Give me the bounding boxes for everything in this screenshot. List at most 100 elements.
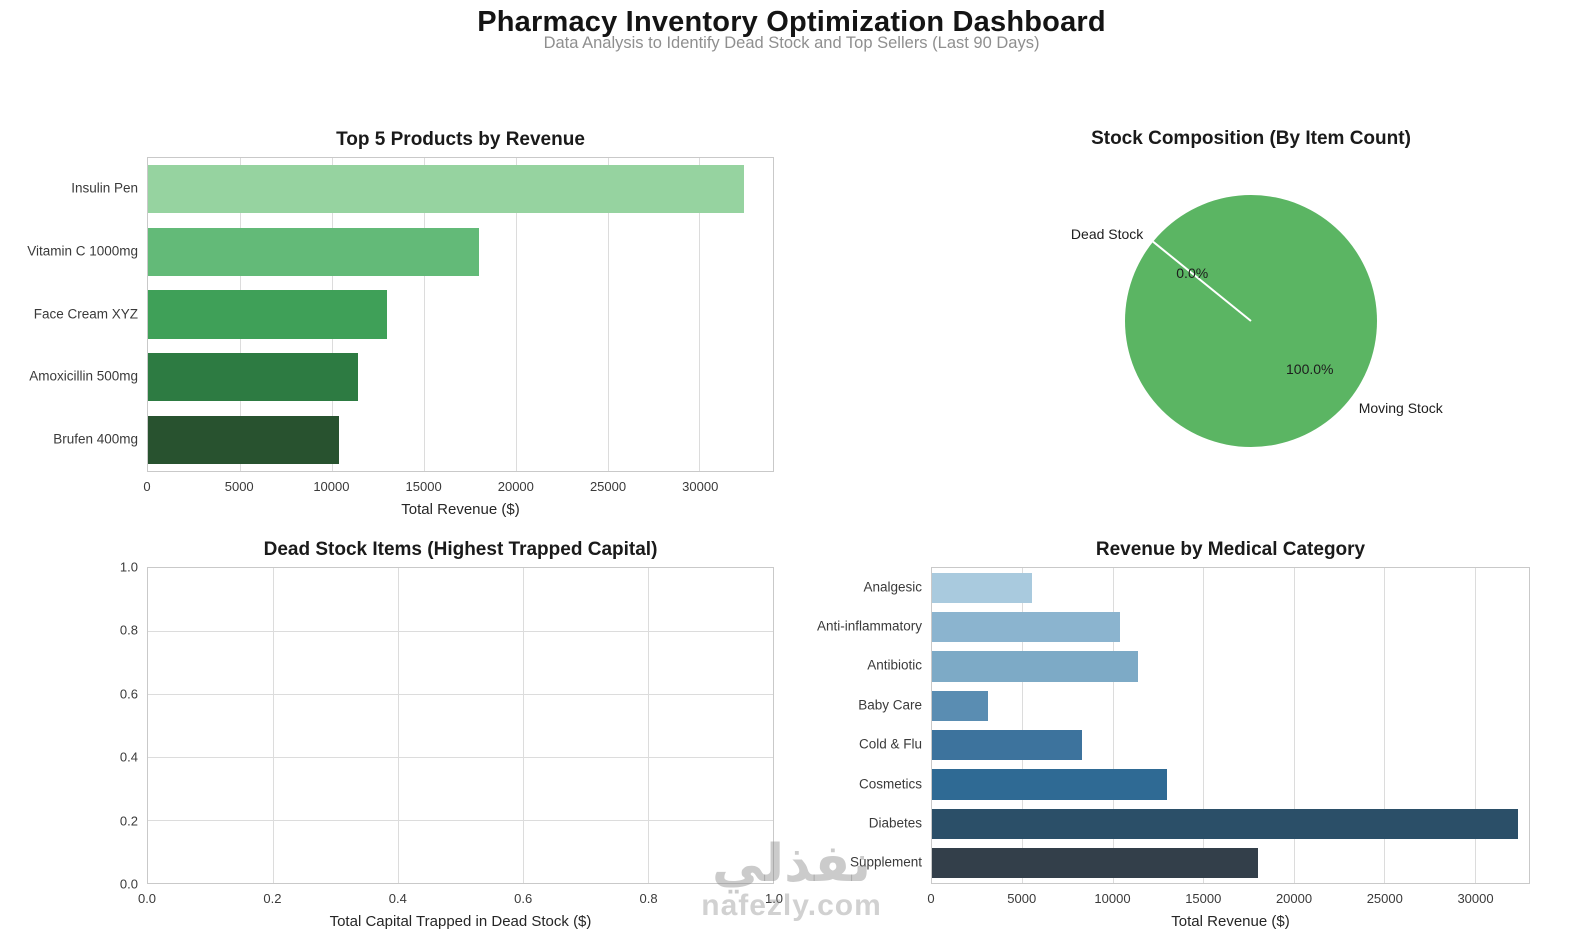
x-tick-label: 10000 xyxy=(313,479,350,494)
gridline-vertical xyxy=(273,568,274,883)
x-tick-label: 0.0 xyxy=(137,891,157,906)
gridline-horizontal xyxy=(148,757,773,758)
chart-title: Revenue by Medical Category xyxy=(1095,539,1366,560)
gridline-vertical xyxy=(1112,568,1114,883)
y-category-label: Diabetes xyxy=(868,815,922,831)
bar-analgesic xyxy=(932,572,1032,603)
x-tick-label: 0.8 xyxy=(639,891,658,906)
plot-area xyxy=(147,157,774,472)
gridline-vertical xyxy=(607,158,609,471)
y-category-label: Vitamin C 1000mg xyxy=(27,243,138,259)
bar-cosmetics xyxy=(932,769,1168,800)
x-axis-ticks: 0 5000 10000 15000 20000 25000 30000 xyxy=(927,884,1530,906)
gridline-vertical xyxy=(515,158,517,471)
x-tick-label: 5000 xyxy=(224,479,254,494)
x-tick-label: 30000 xyxy=(682,479,719,494)
chart-stock-composition: Stock Composition (By Item Count) Dead S… xyxy=(1001,128,1501,486)
x-tick-label: 5000 xyxy=(1007,891,1037,906)
y-category-label: Cold & Flu xyxy=(858,736,922,752)
chart-dead-stock: Dead Stock Items (Highest Trapped Capita… xyxy=(120,539,783,930)
bar-supplement xyxy=(932,848,1258,879)
bar-amoxicillin-500mg xyxy=(148,352,358,402)
gridline-horizontal xyxy=(148,694,773,695)
bar-vitamin-c-1000mg xyxy=(148,227,479,276)
x-axis-ticks: 0.0 0.2 0.4 0.6 0.8 1.0 xyxy=(138,884,783,906)
gridline-vertical xyxy=(648,568,649,883)
y-axis-labels: Insulin Pen Vitamin C 1000mg Face Cream XY… xyxy=(0,157,138,472)
page-subtitle: Data Analysis to Identify Dead Stock and… xyxy=(543,34,1040,52)
y-category-label: Brufen 400mg xyxy=(53,431,138,447)
gridline-vertical xyxy=(1203,568,1205,883)
y-category-label: Antibiotic xyxy=(867,657,922,673)
y-category-label: Analgesic xyxy=(863,579,922,595)
x-tick-label: 0.2 xyxy=(263,891,282,906)
chart-title: Stock Composition (By Item Count) xyxy=(1091,128,1411,149)
x-axis-label: Total Revenue ($) xyxy=(401,501,520,518)
y-axis-labels: 0.0 0.2 0.4 0.6 0.8 1.0 xyxy=(78,560,138,892)
x-axis-ticks: 0 5000 10000 15000 20000 25000 30000 xyxy=(143,472,774,494)
bar-antibiotic xyxy=(932,651,1139,682)
x-tick-label: 0.6 xyxy=(514,891,533,906)
x-tick-label: 25000 xyxy=(589,479,627,494)
pie-svg xyxy=(1125,195,1377,447)
x-tick-label: 0 xyxy=(927,891,935,906)
y-category-label: Insulin Pen xyxy=(71,180,138,196)
gridline-vertical xyxy=(1474,568,1476,883)
gridline-vertical xyxy=(398,568,399,883)
bar-diabetes xyxy=(932,808,1519,840)
x-tick-label: 25000 xyxy=(1366,891,1403,906)
gridline-horizontal xyxy=(148,631,773,632)
pie-wedge-boundary xyxy=(1152,240,1252,322)
gridline-vertical xyxy=(1293,568,1295,883)
pie-percent-label: 0.0% xyxy=(1176,265,1209,282)
gridline-vertical xyxy=(1384,568,1386,883)
bar-anti-inflammatory xyxy=(932,611,1121,643)
x-axis-label: Total Capital Trapped in Dead Stock ($) xyxy=(329,913,592,930)
x-tick-label: 0 xyxy=(143,479,151,494)
y-category-label: Baby Care xyxy=(858,697,922,713)
y-category-label: Supplement xyxy=(849,854,922,870)
chart-title: Dead Stock Items (Highest Trapped Capita… xyxy=(263,539,658,560)
bar-brufen-400mg xyxy=(148,415,340,464)
gridline-horizontal xyxy=(148,820,773,821)
bar-baby-care xyxy=(932,690,989,721)
x-tick-label: 20000 xyxy=(1275,891,1313,906)
chart-category-revenue: Revenue by Medical Category Analgesic Ant… xyxy=(817,539,1530,930)
y-tick-label: 0.0 xyxy=(119,876,138,892)
x-tick-label: 10000 xyxy=(1094,891,1131,906)
pie-chart: Dead Stock 0.0% Moving Stock 100.0% xyxy=(1001,156,1501,486)
y-tick-label: 0.4 xyxy=(119,749,138,765)
gridline-vertical xyxy=(1022,568,1024,883)
y-category-label: Cosmetics xyxy=(858,776,922,792)
bar-cold-flu xyxy=(932,730,1083,761)
plot-area xyxy=(931,567,1530,884)
page-title: Pharmacy Inventory Optimization Dashboar… xyxy=(477,6,1106,38)
gridline-vertical xyxy=(699,158,701,471)
x-axis-label: Total Revenue ($) xyxy=(1171,913,1290,930)
y-category-label: Amoxicillin 500mg xyxy=(29,368,138,384)
pie-slice-label: Moving Stock xyxy=(1358,400,1443,417)
y-tick-label: 0.2 xyxy=(119,813,138,829)
bar-insulin-pen xyxy=(148,165,744,214)
x-tick-label: 1.0 xyxy=(764,891,784,906)
y-tick-label: 0.6 xyxy=(119,686,138,702)
x-tick-label: 15000 xyxy=(405,479,442,494)
plot-area xyxy=(147,567,774,884)
y-axis-labels: Analgesic Anti-inflammatory Antibiotic Baby… xyxy=(772,567,922,884)
x-tick-label: 30000 xyxy=(1457,891,1494,906)
gridline-vertical xyxy=(423,158,425,471)
bar-face-cream-xyz xyxy=(148,290,387,339)
chart-title: Top 5 Products by Revenue xyxy=(336,129,585,150)
x-tick-label: 20000 xyxy=(497,479,534,494)
y-tick-label: 1.0 xyxy=(119,559,138,575)
y-tick-label: 0.8 xyxy=(119,622,138,638)
pie-slice-label: Dead Stock xyxy=(1070,225,1144,242)
x-tick-label: 0.4 xyxy=(388,891,407,906)
gridline-vertical xyxy=(523,568,524,883)
chart-top-products: Top 5 Products by Revenue Insulin Pen Vit… xyxy=(27,129,774,518)
y-category-label: Anti-inflammatory xyxy=(816,618,922,634)
y-category-label: Face Cream XYZ xyxy=(33,306,138,321)
pie-percent-label: 100.0% xyxy=(1286,360,1334,377)
x-tick-label: 15000 xyxy=(1185,891,1222,906)
